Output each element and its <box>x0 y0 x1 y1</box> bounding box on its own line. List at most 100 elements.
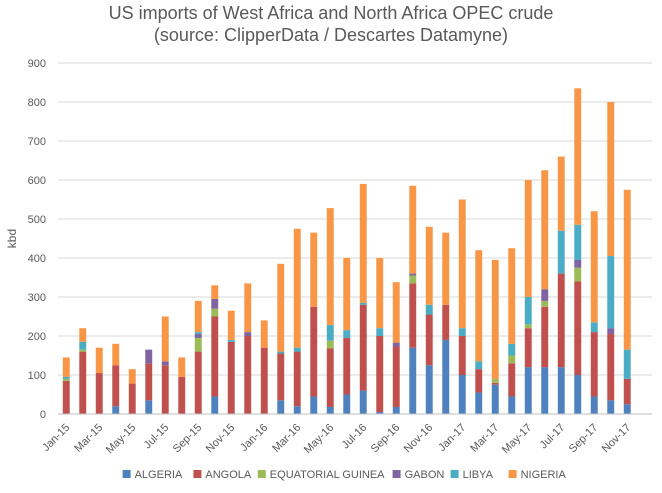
x-tick-label: Jul-15 <box>142 422 172 452</box>
bar-libya <box>376 328 384 336</box>
bar-angola <box>607 334 615 401</box>
bar-nigeria <box>409 185 417 274</box>
bar-gabon <box>244 332 252 336</box>
bar-nigeria <box>376 258 384 329</box>
bar-nigeria <box>112 343 120 366</box>
bar-angola <box>574 281 582 375</box>
x-tick-label: Mar-15 <box>72 422 105 455</box>
legend-swatch <box>193 470 202 478</box>
bar-angola <box>541 306 549 368</box>
bar-libya <box>293 347 301 352</box>
bar-nigeria <box>194 300 202 333</box>
bar-angola <box>508 363 516 397</box>
bar-gabon <box>409 273 417 276</box>
bar-angola <box>326 348 334 407</box>
bar-nigeria <box>277 263 285 352</box>
bar-angola <box>557 273 565 368</box>
bar-angola <box>425 314 433 366</box>
bar-nigeria <box>161 316 169 362</box>
legend-label: GABON <box>405 469 445 481</box>
bar-algeria <box>343 394 351 414</box>
x-tick-label: Nov-15 <box>204 422 238 456</box>
bar-angola <box>260 347 268 414</box>
bar-algeria <box>574 375 582 414</box>
bar-nigeria <box>475 250 483 362</box>
bar-angola <box>623 378 631 405</box>
bar-algeria <box>458 375 466 414</box>
legend-label: NIGERIA <box>521 469 567 481</box>
bar-angola <box>244 336 252 414</box>
bar-angola <box>194 351 202 414</box>
bar-libya <box>277 351 285 354</box>
bar-nigeria <box>310 232 318 307</box>
bar-gabon <box>392 342 400 347</box>
x-tick-label: Sep-16 <box>369 422 403 456</box>
bar-algeria <box>409 347 417 414</box>
bar-equatorial-guinea <box>409 275 417 284</box>
legend-label: EQUATORIAL GUINEA <box>270 469 385 481</box>
bar-algeria <box>425 365 433 414</box>
bar-nigeria <box>79 328 87 342</box>
bar-algeria <box>623 404 631 414</box>
bar-libya <box>475 361 483 370</box>
bar-libya <box>62 376 70 379</box>
y-tick-label: 500 <box>28 214 46 226</box>
bar-libya <box>194 332 202 335</box>
bar-nigeria <box>359 183 367 303</box>
x-tick-label: Nov-16 <box>402 422 436 456</box>
x-tick-label: Jul-17 <box>538 422 568 452</box>
y-tick-label: 700 <box>28 136 46 148</box>
bar-angola <box>145 363 153 401</box>
y-tick-label: 600 <box>28 175 46 187</box>
legend-swatch <box>257 470 266 478</box>
bar-nigeria <box>425 226 433 305</box>
bar-angola <box>95 373 103 414</box>
bar-nigeria <box>458 199 466 329</box>
bar-gabon <box>541 289 549 301</box>
bar-libya <box>508 343 516 356</box>
bar-algeria <box>442 339 450 414</box>
bar-nigeria <box>442 232 450 305</box>
legend-swatch <box>450 470 459 478</box>
bar-algeria <box>211 396 219 414</box>
bar-equatorial-guinea <box>326 340 334 349</box>
bar-nigeria <box>227 310 235 340</box>
bar-nigeria <box>293 228 301 348</box>
bar-equatorial-guinea <box>574 267 582 282</box>
chart-subtitle: (source: ClipperData / Descartes Datamyn… <box>153 25 509 45</box>
bar-libya <box>574 224 582 260</box>
bar-nigeria <box>392 282 400 343</box>
bar-gabon <box>607 328 615 335</box>
bar-angola <box>79 351 87 414</box>
bar-gabon <box>145 349 153 364</box>
bar-nigeria <box>95 347 103 374</box>
bar-angola <box>442 304 450 340</box>
bar-nigeria <box>211 285 219 299</box>
bar-nigeria <box>178 357 186 377</box>
bar-libya <box>326 325 334 341</box>
bar-angola <box>128 383 136 414</box>
bar-algeria <box>392 406 400 414</box>
bar-equatorial-guinea <box>211 308 219 317</box>
bar-nigeria <box>244 283 252 333</box>
x-tick-label: May-17 <box>500 422 534 456</box>
y-tick-label: 800 <box>28 97 46 109</box>
bar-angola <box>475 369 483 393</box>
legend-label: LIBYA <box>463 469 494 481</box>
bar-libya <box>607 256 615 329</box>
bar-nigeria <box>508 248 516 344</box>
legend-swatch <box>122 470 131 478</box>
bar-equatorial-guinea <box>508 355 516 364</box>
bar-algeria <box>475 392 483 414</box>
bar-nigeria <box>524 180 532 297</box>
y-tick-label: 900 <box>28 58 46 70</box>
bar-angola <box>392 346 400 407</box>
bar-nigeria <box>607 102 615 257</box>
bar-angola <box>491 382 499 385</box>
bar-algeria <box>376 412 384 414</box>
x-tick-label: Mar-17 <box>468 422 501 455</box>
x-tick-label: Jan-16 <box>238 422 270 454</box>
bar-algeria <box>524 367 532 414</box>
bar-algeria <box>112 406 120 414</box>
bar-libya <box>623 349 631 379</box>
